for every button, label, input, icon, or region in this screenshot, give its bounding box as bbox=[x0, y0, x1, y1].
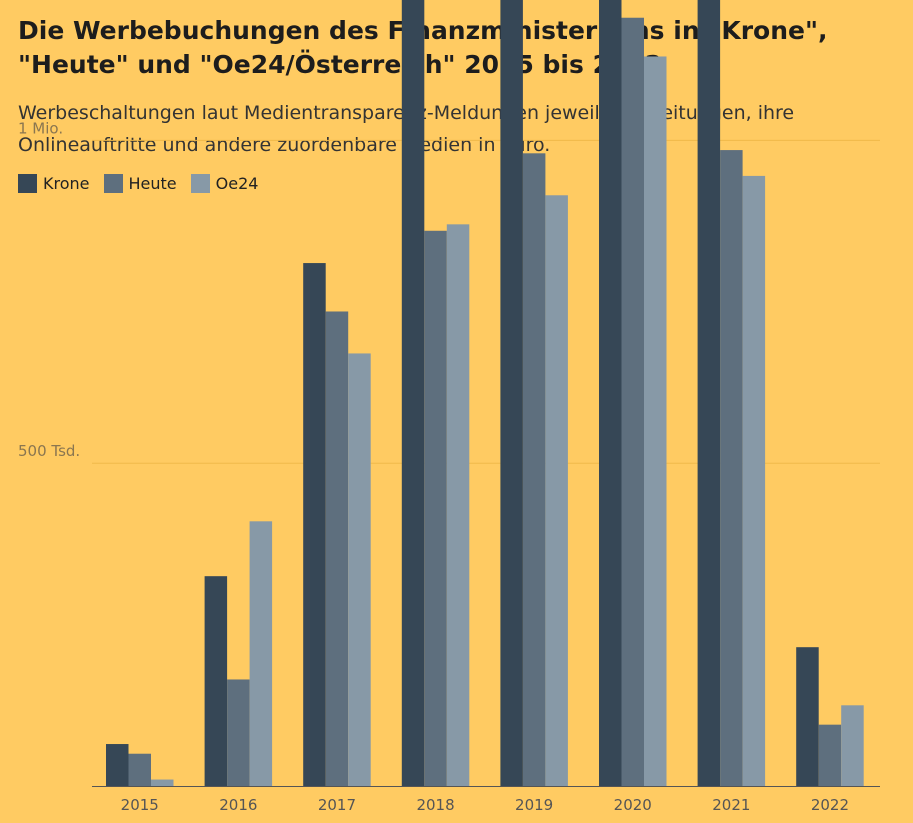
bar-krone-2021 bbox=[697, 0, 721, 787]
bar-heute-2021 bbox=[720, 150, 743, 787]
bar-oe24-2021 bbox=[742, 175, 766, 786]
bar-krone-2019 bbox=[500, 0, 523, 787]
bar-heute-2022 bbox=[818, 724, 842, 786]
legend-swatch-krone bbox=[18, 174, 37, 193]
bar-oe24-2020 bbox=[644, 56, 667, 787]
y-tick-label: 500 Tsd. bbox=[18, 442, 80, 460]
legend-label-heute: Heute bbox=[128, 174, 177, 193]
legend-swatch-oe24 bbox=[190, 174, 210, 193]
bar-oe24-2017 bbox=[348, 353, 371, 786]
legend-item-krone: Krone bbox=[18, 174, 90, 193]
bar-krone-2020 bbox=[599, 0, 622, 787]
bar-oe24-2015 bbox=[151, 779, 174, 786]
legend-swatch-heute bbox=[103, 174, 123, 193]
x-tick-label: 2018 bbox=[416, 796, 454, 814]
bar-heute-2018 bbox=[424, 230, 447, 786]
x-tick-label: 2017 bbox=[318, 796, 356, 814]
legend-item-heute: Heute bbox=[103, 174, 177, 193]
x-tick-label: 2021 bbox=[712, 796, 750, 814]
bar-krone-2015 bbox=[106, 744, 129, 786]
bar-oe24-2019 bbox=[545, 195, 568, 786]
legend-label-krone: Krone bbox=[43, 174, 90, 193]
x-tick-label: 2019 bbox=[515, 796, 553, 814]
legend-item-oe24: Oe24 bbox=[190, 174, 259, 193]
legend: Krone Heute Oe24 bbox=[18, 174, 258, 193]
bar-krone-2016 bbox=[204, 576, 228, 786]
legend-label-oe24: Oe24 bbox=[215, 174, 259, 193]
bar-oe24-2022 bbox=[841, 705, 864, 786]
x-tick-label: 2020 bbox=[614, 796, 652, 814]
bar-heute-2016 bbox=[227, 679, 250, 786]
bar-krone-2017 bbox=[303, 263, 326, 787]
x-tick-label: 2022 bbox=[811, 796, 849, 814]
bar-oe24-2018 bbox=[446, 224, 470, 786]
x-tick-label: 2015 bbox=[121, 796, 159, 814]
bar-krone-2018 bbox=[401, 0, 425, 787]
bar-krone-2022 bbox=[796, 647, 819, 786]
bar-heute-2020 bbox=[621, 17, 644, 786]
bar-heute-2017 bbox=[325, 311, 349, 786]
bar-heute-2015 bbox=[128, 753, 151, 786]
x-tick-label: 2016 bbox=[219, 796, 257, 814]
y-tick-label: 1 Mio. bbox=[18, 119, 63, 137]
bar-heute-2019 bbox=[522, 153, 546, 786]
bar-oe24-2016 bbox=[249, 521, 273, 786]
